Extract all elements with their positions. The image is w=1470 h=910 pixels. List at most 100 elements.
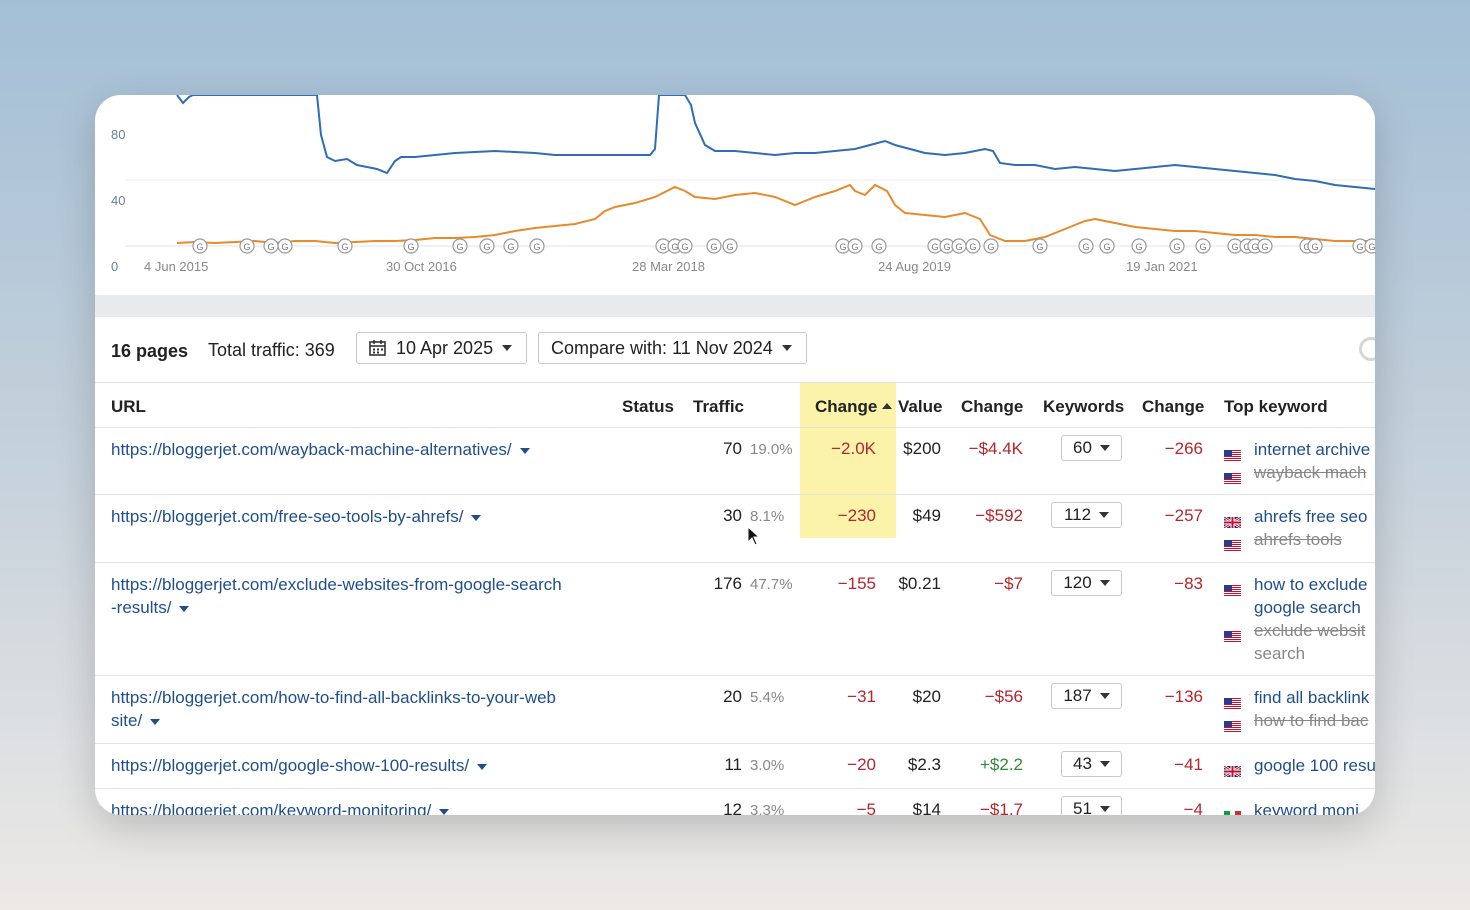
google-update-marker-icon[interactable] (1099, 238, 1115, 254)
google-update-marker-icon[interactable] (452, 238, 468, 254)
url-link[interactable]: https://bloggerjet.com/how-to-find-all-b… (111, 686, 556, 732)
google-update-marker-icon[interactable] (965, 238, 981, 254)
top-keyword[interactable]: find all backlink (1224, 686, 1375, 709)
us-flag-icon (1224, 715, 1241, 732)
col-header-keywords[interactable]: Keywords (1043, 397, 1125, 416)
traffic-value: 70 (723, 439, 742, 458)
traffic-share: 3.3% (750, 802, 785, 815)
chevron-down-icon[interactable] (150, 718, 161, 725)
url-link[interactable]: https://bloggerjet.com/google-show-100-r… (111, 754, 488, 777)
keywords-dropdown[interactable]: 51 (1061, 796, 1122, 815)
col-header-traffic[interactable]: Traffic (693, 397, 745, 416)
previous-keyword: exclude websit (1224, 619, 1375, 642)
google-update-marker-icon[interactable] (722, 238, 738, 254)
keywords-dropdown[interactable]: 43 (1061, 751, 1122, 777)
top-keyword[interactable]: ahrefs free seo (1224, 505, 1375, 530)
top-keyword[interactable]: google 100 resu (1224, 754, 1375, 777)
x-tick-2018: 28 Mar 2018 (632, 259, 705, 274)
previous-keyword-continued: search (1224, 642, 1375, 665)
google-update-marker-label: G (1173, 242, 1180, 252)
keywords-dropdown[interactable]: 187 (1051, 683, 1122, 709)
google-update-marker-label: G (659, 242, 666, 252)
table-row: https://bloggerjet.com/wayback-machine-a… (95, 427, 1375, 495)
chevron-down-icon[interactable] (519, 447, 530, 454)
top-keyword[interactable]: internet archive (1224, 438, 1375, 461)
col-header-value[interactable]: Value (898, 397, 943, 416)
keywords-change: −257 (1164, 506, 1203, 525)
google-update-marker-label: G (710, 242, 717, 252)
url-link[interactable]: https://bloggerjet.com/free-seo-tools-by… (111, 505, 482, 528)
url-text: https://bloggerjet.com/wayback-machine-a… (111, 440, 512, 459)
url-link[interactable]: https://bloggerjet.com/exclude-websites-… (111, 573, 562, 619)
google-update-marker-icon[interactable] (983, 238, 999, 254)
chevron-down-icon[interactable] (471, 514, 482, 521)
google-update-marker-label: G (1356, 242, 1363, 252)
google-update-marker-label: G (875, 242, 882, 252)
date-dropdown-label: 10 Apr 2025 (396, 337, 494, 358)
blue-series-line (176, 95, 1375, 190)
keywords-dropdown[interactable]: 60 (1061, 435, 1122, 461)
traffic-value: 20 (723, 687, 742, 706)
us-flag-icon (1224, 692, 1241, 709)
google-update-marker-icon[interactable] (1131, 238, 1147, 254)
us-flag-icon (1224, 579, 1241, 596)
google-update-marker-icon[interactable] (1257, 238, 1273, 254)
google-update-marker-icon[interactable] (403, 238, 419, 254)
col-header-change-label: Change (815, 397, 878, 416)
google-update-marker-label: G (987, 242, 994, 252)
url-link[interactable]: https://bloggerjet.com/keyword-monitorin… (111, 799, 450, 815)
top-keyword[interactable]: keyword moni (1224, 799, 1375, 815)
google-update-marker-icon[interactable] (1195, 238, 1211, 254)
value-change: −$592 (975, 506, 1023, 525)
google-update-marker-label: G (681, 242, 688, 252)
traffic-share: 19.0% (750, 441, 793, 458)
col-header-top-keyword[interactable]: Top keyword (1224, 397, 1328, 416)
keywords-dropdown[interactable]: 112 (1051, 502, 1122, 528)
google-update-marker-icon[interactable] (1364, 238, 1375, 254)
google-update-marker-icon[interactable] (706, 238, 722, 254)
url-link[interactable]: https://bloggerjet.com/wayback-machine-a… (111, 438, 530, 461)
google-update-marker-icon[interactable] (1032, 238, 1048, 254)
url-text: https://bloggerjet.com/free-seo-tools-by… (111, 507, 464, 526)
google-update-marker-icon[interactable] (503, 238, 519, 254)
google-update-marker-icon[interactable] (871, 238, 887, 254)
keywords-count: 60 (1073, 438, 1092, 457)
google-update-marker-icon[interactable] (677, 238, 693, 254)
google-update-marker-icon[interactable] (1307, 238, 1323, 254)
google-update-marker-icon[interactable] (529, 238, 545, 254)
google-update-marker-icon[interactable] (1169, 238, 1185, 254)
col-header-keywords-change[interactable]: Change (1142, 397, 1205, 416)
col-header-change[interactable]: Change (815, 397, 893, 417)
table-row: https://bloggerjet.com/google-show-100-r… (95, 743, 1375, 789)
google-update-marker-icon[interactable] (277, 238, 293, 254)
google-update-marker-icon[interactable] (847, 238, 863, 254)
chevron-down-icon[interactable] (179, 605, 190, 612)
google-update-marker-icon[interactable] (337, 238, 353, 254)
google-update-marker-label: G (1135, 242, 1142, 252)
google-update-marker-label: G (671, 242, 678, 252)
google-update-marker-icon[interactable] (192, 238, 208, 254)
keywords-count: 187 (1063, 686, 1092, 705)
keywords-change: −41 (1174, 755, 1203, 774)
date-dropdown[interactable]: 10 Apr 2025 (356, 332, 527, 364)
orange-series-line (176, 183, 1375, 245)
col-header-url[interactable]: URL (111, 397, 146, 416)
col-header-status[interactable]: Status (622, 397, 674, 416)
top-keyword-cell: how to exclude google search exclude web… (1224, 573, 1375, 665)
keywords-dropdown[interactable]: 120 (1051, 570, 1122, 596)
traffic-value: 176 (713, 574, 742, 593)
google-update-marker-icon[interactable] (479, 238, 495, 254)
compare-dropdown[interactable]: Compare with: 11 Nov 2024 (538, 332, 807, 364)
chevron-down-icon[interactable] (477, 763, 488, 770)
google-update-marker-label: G (341, 242, 348, 252)
chevron-down-icon[interactable] (439, 808, 450, 815)
top-keyword[interactable]: how to exclude (1224, 573, 1375, 596)
top-keyword-continued[interactable]: google search (1224, 596, 1375, 619)
google-update-marker-icon[interactable] (239, 238, 255, 254)
google-update-marker-label: G (1243, 242, 1250, 252)
google-update-marker-icon[interactable] (1078, 238, 1094, 254)
google-update-marker-label: G (533, 242, 540, 252)
col-header-value-change[interactable]: Change (961, 397, 1024, 416)
us-flag-icon (1224, 534, 1241, 551)
chevron-down-icon (502, 345, 513, 351)
